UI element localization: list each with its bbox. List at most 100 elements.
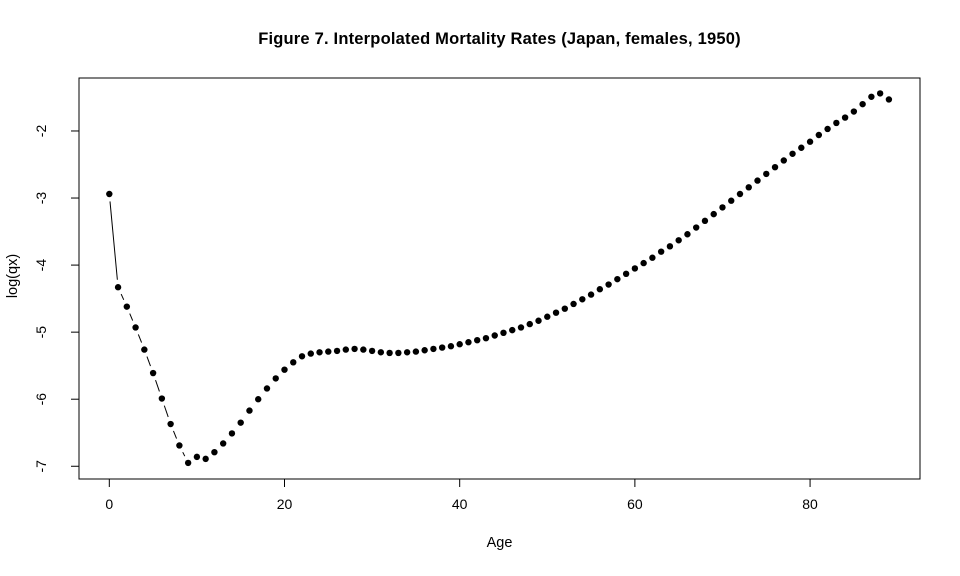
data-point <box>421 347 428 354</box>
data-point <box>482 334 490 342</box>
data-point <box>798 144 805 151</box>
data-point <box>517 324 525 331</box>
data-point <box>149 369 157 377</box>
plot-frame <box>78 77 921 480</box>
data-point <box>272 375 279 382</box>
data-point <box>491 332 498 339</box>
data-point <box>526 320 533 328</box>
data-point <box>360 346 367 353</box>
data-point <box>815 131 823 139</box>
data-point <box>552 309 560 316</box>
data-point <box>509 326 516 334</box>
data-point <box>158 395 166 402</box>
data-point <box>456 341 463 348</box>
data-point <box>561 305 569 312</box>
series-connector-segment <box>155 379 160 392</box>
data-point <box>859 100 866 108</box>
data-point <box>579 296 586 303</box>
data-point <box>368 347 376 355</box>
series-connector-segment <box>163 405 169 418</box>
data-point <box>106 190 113 198</box>
data-point <box>692 224 700 231</box>
data-point <box>876 90 884 97</box>
data-point <box>771 163 779 171</box>
data-point <box>351 345 358 353</box>
y-tick-label: -3 <box>33 192 49 205</box>
data-point <box>675 237 682 244</box>
data-point <box>193 453 201 461</box>
data-point <box>587 291 595 298</box>
data-point <box>868 93 875 100</box>
data-point <box>684 231 691 238</box>
data-point <box>132 324 139 331</box>
data-point <box>123 303 131 310</box>
data-point <box>237 419 244 426</box>
data-point <box>316 349 323 356</box>
data-point <box>141 346 148 353</box>
series-connector-segment <box>109 201 118 280</box>
series-connector-segment <box>146 356 151 367</box>
data-point <box>438 344 446 351</box>
data-point <box>736 190 744 198</box>
data-point <box>754 177 761 184</box>
data-point <box>885 96 893 103</box>
data-point <box>263 385 271 392</box>
data-point <box>780 157 787 164</box>
data-point <box>228 430 236 437</box>
data-point <box>246 407 253 414</box>
data-point <box>474 336 481 344</box>
data-point <box>500 329 507 337</box>
data-point <box>412 348 420 355</box>
x-axis-label: Age <box>486 535 513 551</box>
series-connector-segment <box>172 430 178 439</box>
data-point <box>763 170 770 178</box>
data-point <box>255 396 262 403</box>
data-point <box>465 339 472 346</box>
data-point <box>824 125 831 133</box>
data-point <box>290 359 297 366</box>
x-tick-label: 60 <box>627 496 643 512</box>
data-point <box>447 343 455 350</box>
data-point <box>605 281 612 288</box>
data-point <box>596 286 604 293</box>
data-point <box>298 353 306 360</box>
data-point <box>570 300 577 308</box>
data-point <box>719 204 726 211</box>
data-point <box>649 254 656 261</box>
data-point <box>833 119 840 127</box>
data-point <box>806 138 814 145</box>
data-point <box>614 275 621 283</box>
data-point <box>710 210 717 218</box>
data-point <box>281 366 288 373</box>
series-connector-segment <box>129 313 134 321</box>
data-point <box>325 348 332 355</box>
y-tick-label: -7 <box>33 460 49 473</box>
data-point <box>167 420 174 428</box>
data-point <box>333 347 341 355</box>
data-point <box>403 349 411 356</box>
data-point <box>211 448 218 456</box>
data-point <box>430 345 437 353</box>
data-point <box>841 114 849 121</box>
figure-title: Figure 7. Interpolated Mortality Rates (… <box>258 30 741 48</box>
y-tick-label: -5 <box>33 326 49 339</box>
data-point <box>377 349 385 356</box>
data-point <box>789 150 796 157</box>
y-tick-label: -2 <box>33 125 49 138</box>
x-tick-label: 80 <box>802 496 818 512</box>
data-point <box>657 248 665 255</box>
data-point <box>114 284 122 291</box>
data-point <box>202 455 209 463</box>
data-point <box>184 459 192 467</box>
series-connector-segment <box>182 451 186 457</box>
data-point <box>535 317 542 324</box>
data-point <box>622 270 630 278</box>
data-point <box>640 259 647 267</box>
data-point <box>728 197 735 204</box>
x-tick-label: 20 <box>277 496 293 512</box>
y-tick-label: -4 <box>33 259 49 272</box>
data-point <box>701 217 709 225</box>
data-point <box>386 349 393 357</box>
